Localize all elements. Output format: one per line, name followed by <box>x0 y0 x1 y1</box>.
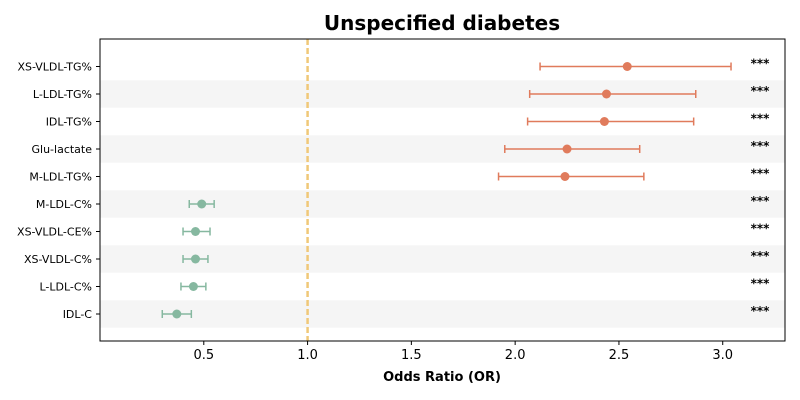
y-tick-label: M-LDL-TG% <box>29 171 92 184</box>
y-tick-label: XS-VLDL-CE% <box>17 226 92 239</box>
x-tick-label: 1.0 <box>297 348 318 363</box>
y-tick-label: XS-VLDL-C% <box>24 253 92 266</box>
plot-frame <box>99 38 786 342</box>
data-marks <box>161 62 732 319</box>
significance-label: *** <box>751 304 771 318</box>
data-row-marks <box>504 144 641 154</box>
significance-label: *** <box>751 112 771 126</box>
data-row-marks <box>528 89 697 99</box>
point-estimate <box>560 172 570 181</box>
point-estimate <box>190 254 200 264</box>
point-estimate <box>622 62 632 71</box>
x-tick-label: 1.5 <box>401 348 422 363</box>
chart-title: Unspecified diabetes <box>324 11 560 35</box>
row-band <box>100 245 785 273</box>
x-tick-label: 2.0 <box>505 348 526 363</box>
point-estimate <box>190 227 200 236</box>
y-tick-label: L-LDL-TG% <box>33 88 92 101</box>
data-row-marks <box>497 172 645 181</box>
significance-label: *** <box>751 167 771 181</box>
row-band <box>100 300 785 328</box>
significance-labels: *** *** *** *** *** *** *** *** *** *** <box>751 57 771 319</box>
point-estimate <box>197 199 207 209</box>
x-tick-label: 2.5 <box>609 348 630 363</box>
significance-label: *** <box>751 57 771 71</box>
significance-label: *** <box>751 139 771 153</box>
point-estimate <box>562 144 572 154</box>
data-row-marks <box>180 282 207 291</box>
y-tick-label: XS-VLDL-TG% <box>17 61 92 74</box>
x-axis: 0.5 1.0 1.5 2.0 2.5 3.0 <box>193 341 733 363</box>
x-axis-label: Odds Ratio (OR) <box>383 370 501 385</box>
point-estimate <box>188 282 198 291</box>
point-estimate <box>172 309 182 319</box>
x-tick-label: 0.5 <box>193 348 214 363</box>
significance-label: *** <box>751 277 771 291</box>
data-row-marks <box>161 309 193 319</box>
significance-label: *** <box>751 84 771 98</box>
data-row-marks <box>526 117 695 126</box>
data-row-marks <box>188 199 215 209</box>
y-tick-label: Glu-lactate <box>32 143 93 156</box>
y-tick-label: IDL-TG% <box>46 116 92 129</box>
x-tick-label: 3.0 <box>712 348 733 363</box>
row-band <box>100 135 785 163</box>
significance-label: *** <box>751 249 771 263</box>
row-bands <box>100 80 785 328</box>
y-tick-label: L-LDL-C% <box>39 281 92 294</box>
y-tick-label: M-LDL-C% <box>36 198 92 211</box>
data-row-marks <box>182 254 209 264</box>
significance-label: *** <box>751 194 771 208</box>
y-tick-label: IDL-C <box>63 308 93 321</box>
point-estimate <box>599 117 609 126</box>
data-row-marks <box>539 62 732 71</box>
y-axis-labels: XS-VLDL-TG% L-LDL-TG% IDL-TG% Glu-lactate M-… <box>17 61 100 321</box>
data-row-marks <box>182 227 211 236</box>
point-estimate <box>601 89 611 99</box>
significance-label: *** <box>751 222 771 236</box>
